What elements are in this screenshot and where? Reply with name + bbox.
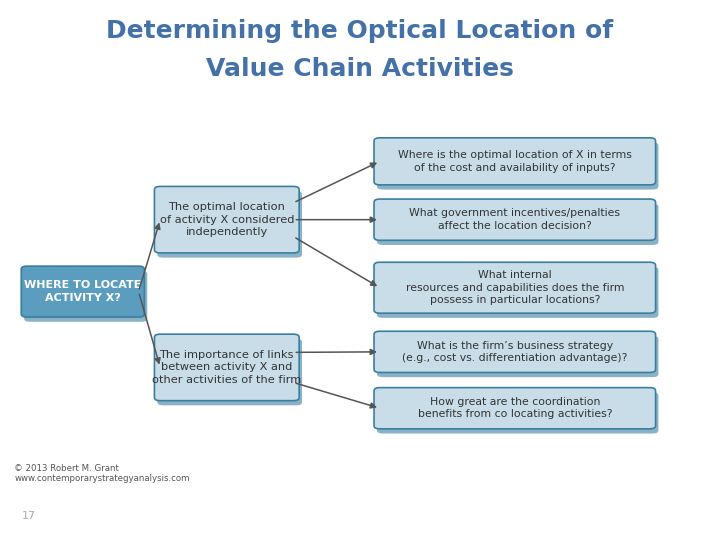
Text: What government incentives/penalties
affect the location decision?: What government incentives/penalties aff… bbox=[409, 208, 621, 231]
Text: The optimal location
of activity X considered
independently: The optimal location of activity X consi… bbox=[160, 202, 294, 237]
Text: The importance of links
between activity X and
other activities of the firm: The importance of links between activity… bbox=[152, 350, 302, 385]
FancyBboxPatch shape bbox=[157, 191, 302, 258]
Text: Determining the Optical Location of: Determining the Optical Location of bbox=[107, 19, 613, 43]
FancyBboxPatch shape bbox=[154, 186, 300, 253]
Text: Where is the optimal location of X in terms
of the cost and availability of inpu: Where is the optimal location of X in te… bbox=[398, 150, 631, 173]
Text: 17: 17 bbox=[22, 511, 36, 521]
FancyBboxPatch shape bbox=[374, 331, 655, 373]
FancyBboxPatch shape bbox=[374, 199, 655, 240]
FancyBboxPatch shape bbox=[154, 334, 300, 401]
FancyBboxPatch shape bbox=[374, 262, 655, 313]
FancyBboxPatch shape bbox=[157, 339, 302, 406]
Text: WHERE TO LOCATE
ACTIVITY X?: WHERE TO LOCATE ACTIVITY X? bbox=[24, 280, 142, 303]
Text: How great are the coordination
benefits from co locating activities?: How great are the coordination benefits … bbox=[418, 397, 612, 420]
Text: © 2013 Robert M. Grant
www.contemporarystrategyanalysis.com: © 2013 Robert M. Grant www.contemporarys… bbox=[14, 464, 190, 483]
FancyBboxPatch shape bbox=[22, 266, 144, 317]
Text: What internal
resources and capabilities does the firm
possess in particular loc: What internal resources and capabilities… bbox=[405, 271, 624, 305]
FancyBboxPatch shape bbox=[377, 392, 658, 434]
Text: Value Chain Activities: Value Chain Activities bbox=[206, 57, 514, 80]
FancyBboxPatch shape bbox=[377, 267, 658, 318]
FancyBboxPatch shape bbox=[374, 388, 655, 429]
FancyBboxPatch shape bbox=[377, 143, 658, 190]
FancyBboxPatch shape bbox=[24, 271, 147, 322]
FancyBboxPatch shape bbox=[374, 138, 655, 185]
FancyBboxPatch shape bbox=[377, 336, 658, 377]
FancyBboxPatch shape bbox=[377, 204, 658, 245]
Text: What is the firm’s business strategy
(e.g., cost vs. differentiation advantage)?: What is the firm’s business strategy (e.… bbox=[402, 341, 628, 363]
